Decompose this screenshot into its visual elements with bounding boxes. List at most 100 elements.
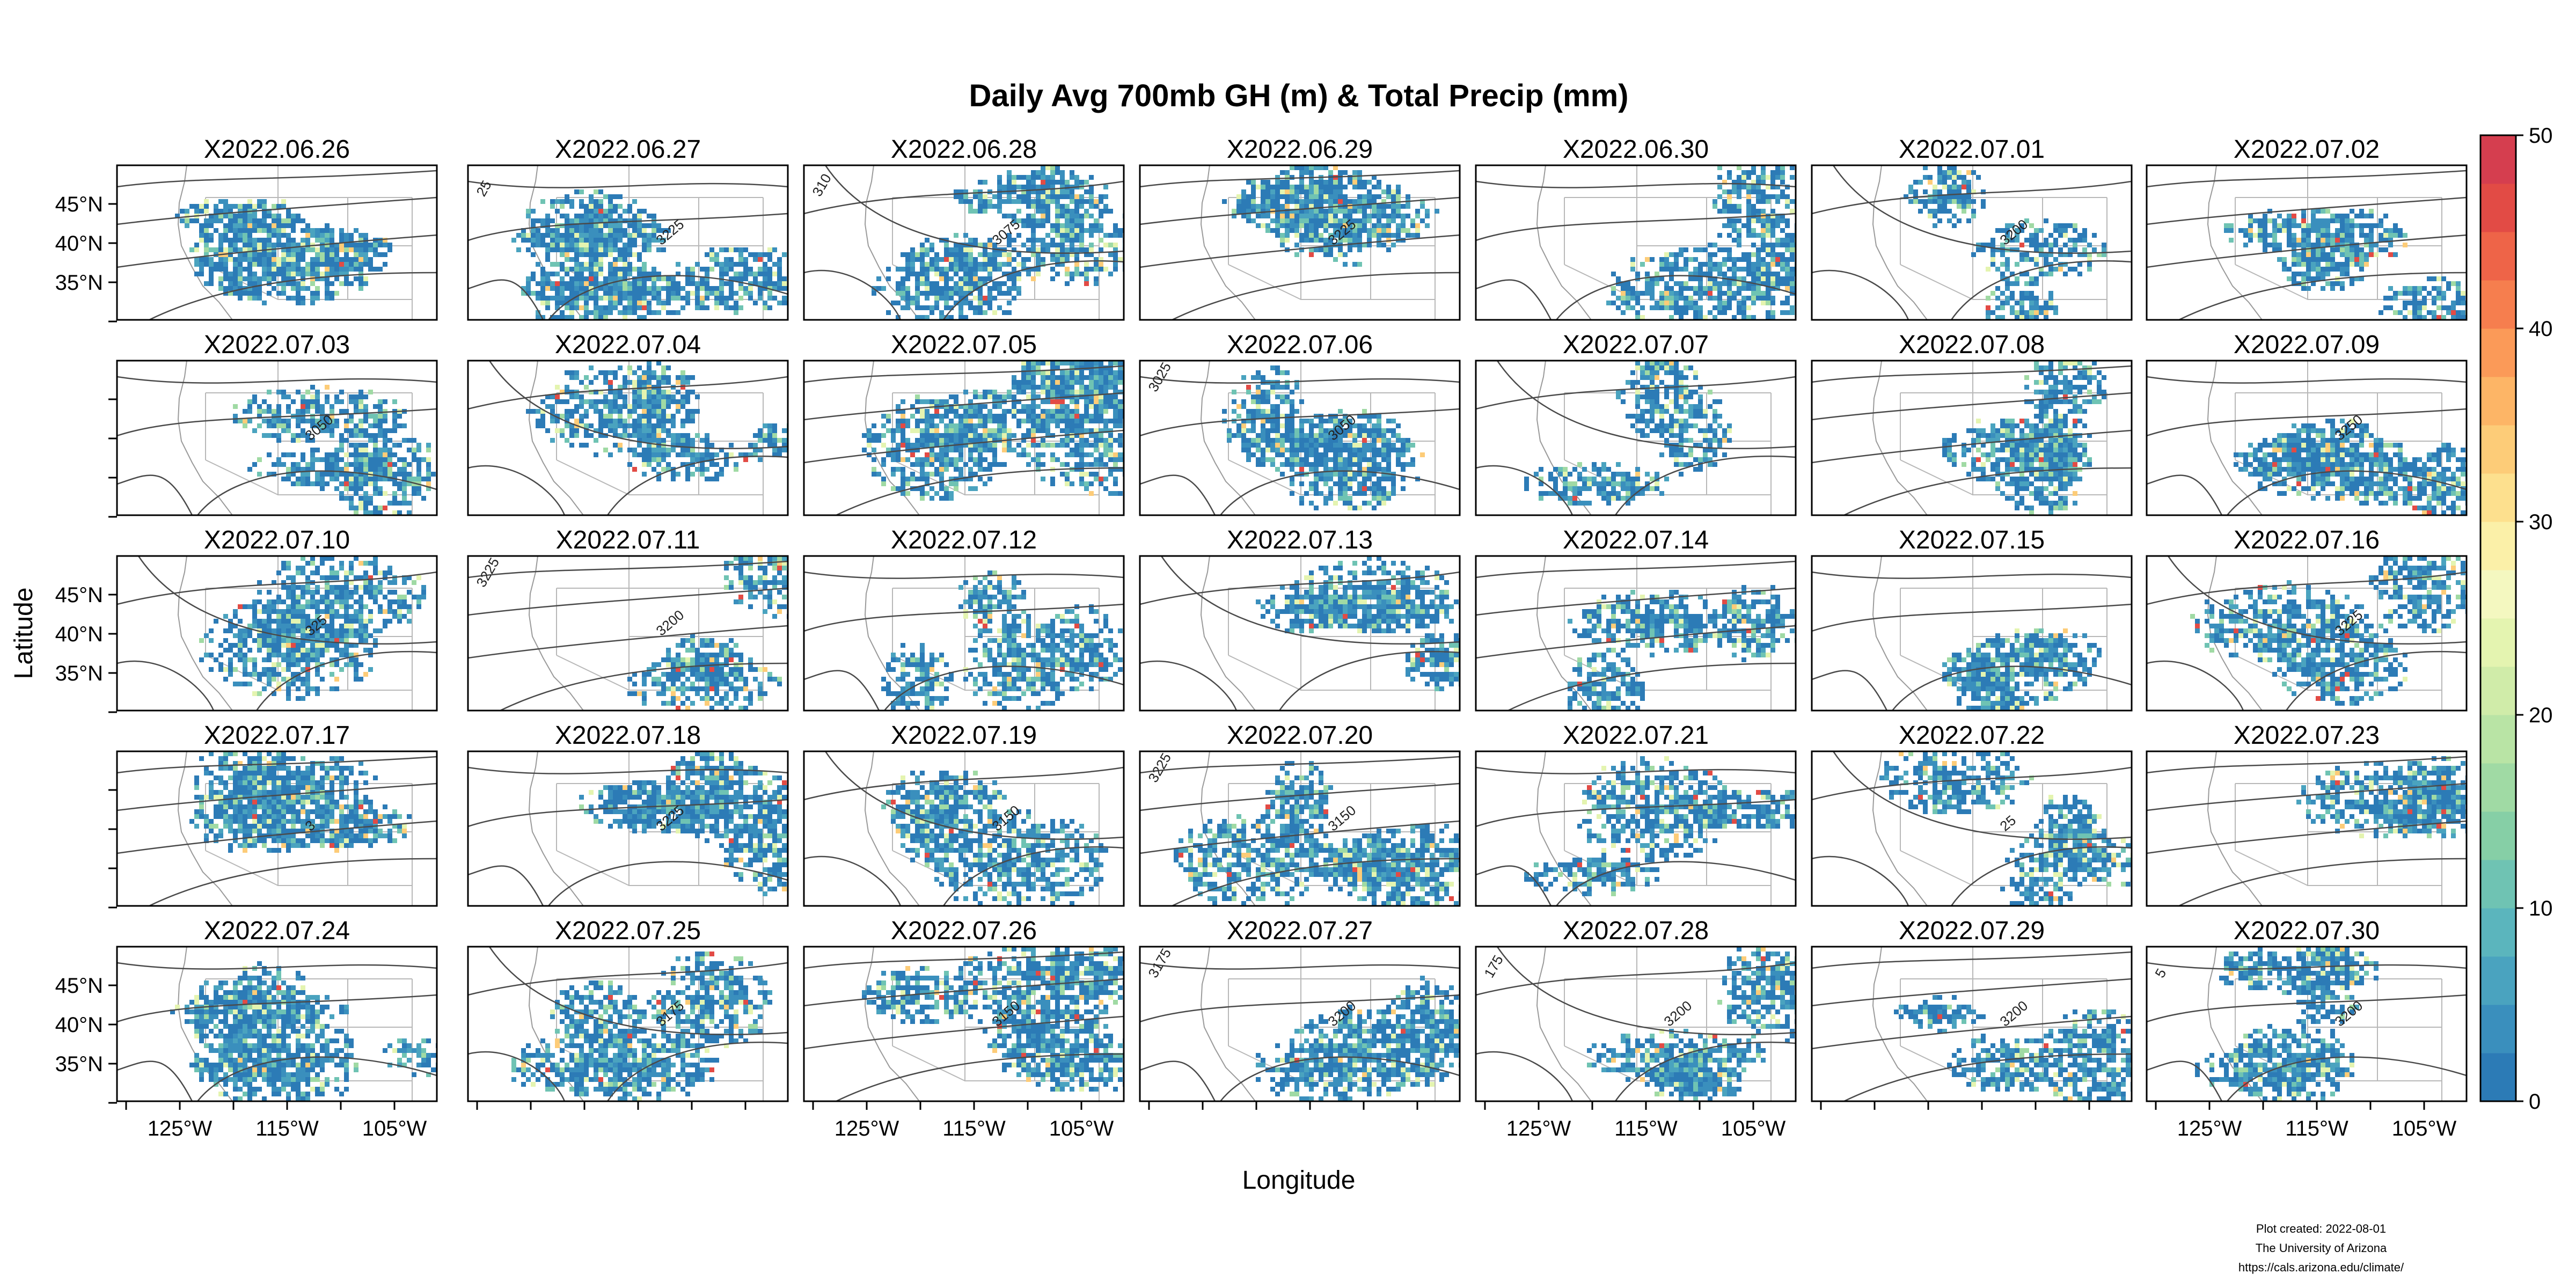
map-panel: X2022.07.15	[1811, 526, 2133, 712]
precip-field	[2224, 209, 2467, 320]
panel-date-label: X2022.07.01	[1899, 135, 2045, 164]
x-axis-title: Longitude	[1242, 1166, 1356, 1195]
colorbar-swatch	[2480, 522, 2516, 570]
panel-frame	[2146, 750, 2468, 907]
panel-frame	[2146, 555, 2468, 712]
panel-date-label: X2022.07.12	[891, 526, 1037, 554]
gh-contours	[804, 571, 1124, 711]
lon-tick-label: 125°W	[1506, 1117, 1571, 1140]
lat-tick-label: 35°N	[55, 271, 103, 295]
coastline	[1536, 947, 1592, 1101]
panel-frame	[2146, 360, 2468, 516]
map-panel: X2022.07.05	[803, 331, 1125, 516]
lon-tick-label: 105°W	[1049, 1117, 1114, 1140]
precip-field	[881, 771, 1108, 906]
map-background	[468, 556, 788, 711]
colorbar-swatch	[2480, 328, 2516, 377]
panel-frame	[1811, 555, 2133, 712]
panel-date-label: X2022.06.26	[204, 135, 350, 164]
gh-contours	[1476, 560, 1796, 711]
panel-frame	[1139, 164, 1461, 321]
colorbar-swatch	[2480, 1005, 2516, 1053]
colorbar-tick-label: 20	[2529, 704, 2553, 727]
precip-field	[511, 189, 788, 320]
precip-field	[579, 751, 788, 896]
lat-tick-label: 40°N	[55, 232, 103, 255]
panel-date-label: X2022.06.28	[891, 135, 1037, 164]
lat-tick-label: 40°N	[55, 1013, 103, 1037]
map-panel: X2022.06.30	[1475, 135, 1797, 321]
colorbar-swatch	[2480, 908, 2516, 957]
coastline	[2207, 361, 2263, 515]
map-panel: X2022.07.21	[1475, 721, 1797, 907]
precip-field	[1587, 947, 1796, 1101]
panel-date-label: X2022.07.06	[1227, 331, 1373, 359]
lon-tick-label: 115°W	[942, 1117, 1006, 1140]
coastline	[1872, 165, 1928, 320]
gh-contours: 25	[1812, 751, 2132, 906]
map-panel: X2022.06.26	[116, 135, 438, 321]
coastline	[1872, 361, 1928, 515]
panel-date-label: X2022.07.29	[1899, 917, 2045, 945]
coastline	[2207, 751, 2263, 906]
map-panel: X2022.07.08	[1811, 331, 2133, 516]
precip-field	[170, 961, 437, 1101]
coastline	[864, 751, 920, 906]
y-axis-title: Latitude	[10, 588, 38, 679]
colorbar-tick-label: 0	[2529, 1090, 2541, 1114]
panel-date-label: X2022.07.07	[1563, 331, 1709, 359]
colorbar-tick-label: 30	[2529, 510, 2553, 534]
panel-date-label: X2022.06.30	[1563, 135, 1709, 164]
map-panel: X2022.07.14	[1475, 526, 1797, 712]
precip-field	[2296, 756, 2467, 838]
precip-field	[1568, 585, 1796, 711]
panel-frame	[1475, 360, 1797, 516]
gh-contours	[117, 170, 437, 320]
lat-tick-label: 35°N	[55, 1052, 103, 1076]
colorbar-tick-label: 50	[2529, 124, 2553, 148]
gh-contours	[1140, 556, 1460, 711]
panel-date-label: X2022.07.22	[1899, 721, 2045, 750]
gh-contours	[468, 361, 788, 515]
colorbar-swatch	[2480, 1053, 2516, 1102]
precip-field	[175, 199, 392, 305]
panel-date-label: X2022.07.16	[2234, 526, 2380, 554]
figure-title: Daily Avg 700mb GH (m) & Total Precip (m…	[969, 78, 1629, 113]
precip-field	[627, 556, 788, 711]
panel-date-label: X2022.07.10	[204, 526, 350, 554]
colorbar-frame	[2479, 134, 2517, 1102]
colorbar-swatch	[2480, 377, 2516, 426]
precip-field	[1174, 761, 1460, 906]
precip-field	[881, 570, 1123, 711]
panel-frame	[1139, 360, 1461, 516]
colorbar-swatch	[2480, 667, 2516, 715]
colorbar-swatch	[2480, 570, 2516, 619]
coastline	[1200, 947, 1256, 1101]
precip-field	[199, 556, 426, 701]
map-panel: X2022.07.12	[803, 526, 1125, 712]
colorbar-swatch	[2480, 618, 2516, 667]
panel-frame	[1811, 750, 2133, 907]
lon-tick-label: 125°W	[2177, 1117, 2242, 1140]
coastline	[1200, 556, 1256, 711]
gh-contours	[1476, 766, 1796, 906]
map-panel: X2022.07.24	[116, 917, 438, 1102]
colorbar-swatch	[2480, 811, 2516, 860]
panel-date-label: X2022.07.27	[1227, 917, 1373, 945]
gh-contours: 3	[117, 756, 437, 906]
panel-frame	[1139, 946, 1461, 1102]
coastline	[864, 947, 920, 1101]
lat-tick-label: 40°N	[55, 623, 103, 646]
